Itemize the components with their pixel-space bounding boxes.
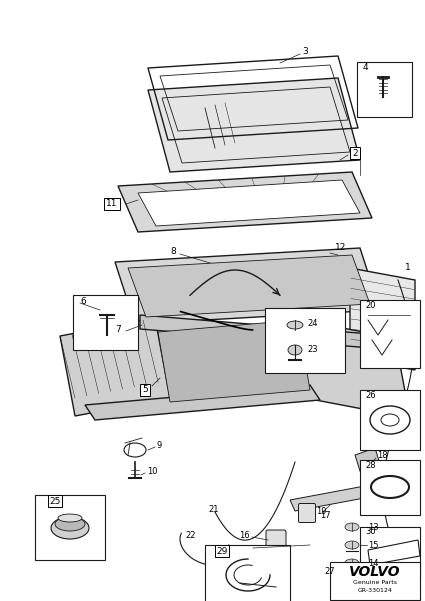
Polygon shape bbox=[290, 318, 410, 418]
Polygon shape bbox=[158, 320, 310, 402]
Ellipse shape bbox=[345, 559, 359, 567]
Polygon shape bbox=[350, 268, 415, 370]
Text: 29: 29 bbox=[216, 546, 228, 555]
Polygon shape bbox=[60, 318, 170, 416]
Text: 22: 22 bbox=[185, 531, 196, 540]
Bar bbox=[73, 295, 138, 350]
Polygon shape bbox=[290, 485, 375, 511]
Text: 26: 26 bbox=[365, 391, 376, 400]
Text: VOLVO: VOLVO bbox=[349, 565, 401, 579]
Text: 27: 27 bbox=[324, 567, 335, 576]
Bar bbox=[360, 300, 420, 368]
Polygon shape bbox=[85, 385, 320, 420]
Polygon shape bbox=[115, 248, 380, 324]
Text: GR-330124: GR-330124 bbox=[357, 588, 392, 594]
Ellipse shape bbox=[58, 514, 82, 522]
FancyBboxPatch shape bbox=[266, 530, 286, 552]
FancyBboxPatch shape bbox=[298, 504, 315, 522]
Bar bbox=[205, 545, 290, 601]
Text: 15: 15 bbox=[368, 540, 379, 549]
Text: 12: 12 bbox=[335, 243, 346, 252]
Text: 9: 9 bbox=[157, 441, 162, 450]
Text: 6: 6 bbox=[80, 296, 86, 305]
Text: 1: 1 bbox=[405, 263, 411, 272]
Text: 7: 7 bbox=[115, 326, 121, 335]
Bar bbox=[360, 460, 420, 515]
Text: Genuine Parts: Genuine Parts bbox=[353, 581, 397, 585]
Bar bbox=[265, 308, 345, 373]
Ellipse shape bbox=[51, 517, 89, 539]
Text: 5: 5 bbox=[142, 385, 148, 394]
Text: 23: 23 bbox=[307, 346, 317, 355]
Text: 2: 2 bbox=[352, 148, 358, 157]
Text: 20: 20 bbox=[365, 302, 376, 311]
Text: 30: 30 bbox=[365, 528, 376, 537]
Polygon shape bbox=[118, 172, 372, 232]
Text: 3: 3 bbox=[302, 47, 308, 56]
Bar bbox=[360, 527, 420, 579]
Ellipse shape bbox=[356, 565, 364, 571]
Text: 28: 28 bbox=[365, 462, 376, 471]
Polygon shape bbox=[355, 448, 385, 487]
Polygon shape bbox=[138, 180, 360, 226]
Text: 18: 18 bbox=[377, 451, 388, 460]
Text: 24: 24 bbox=[307, 319, 317, 328]
Bar bbox=[360, 390, 420, 450]
Text: 16: 16 bbox=[239, 531, 250, 540]
Text: 8: 8 bbox=[170, 248, 176, 257]
Ellipse shape bbox=[55, 517, 85, 531]
Text: 17: 17 bbox=[320, 510, 331, 519]
Bar bbox=[357, 62, 412, 117]
Polygon shape bbox=[148, 78, 360, 172]
Text: 25: 25 bbox=[49, 496, 61, 505]
Ellipse shape bbox=[381, 414, 399, 426]
Text: 21: 21 bbox=[208, 505, 218, 514]
Text: 11: 11 bbox=[106, 200, 118, 209]
Text: 4: 4 bbox=[363, 63, 368, 72]
Ellipse shape bbox=[345, 541, 359, 549]
Ellipse shape bbox=[287, 321, 303, 329]
Ellipse shape bbox=[345, 523, 359, 531]
Polygon shape bbox=[128, 255, 370, 317]
Bar bbox=[35, 495, 105, 560]
Polygon shape bbox=[140, 315, 395, 350]
Text: 14: 14 bbox=[368, 558, 379, 567]
Bar bbox=[330, 562, 420, 600]
Text: 10: 10 bbox=[147, 468, 158, 477]
Text: 19: 19 bbox=[316, 507, 326, 516]
Text: 13: 13 bbox=[368, 522, 379, 531]
Ellipse shape bbox=[288, 345, 302, 355]
